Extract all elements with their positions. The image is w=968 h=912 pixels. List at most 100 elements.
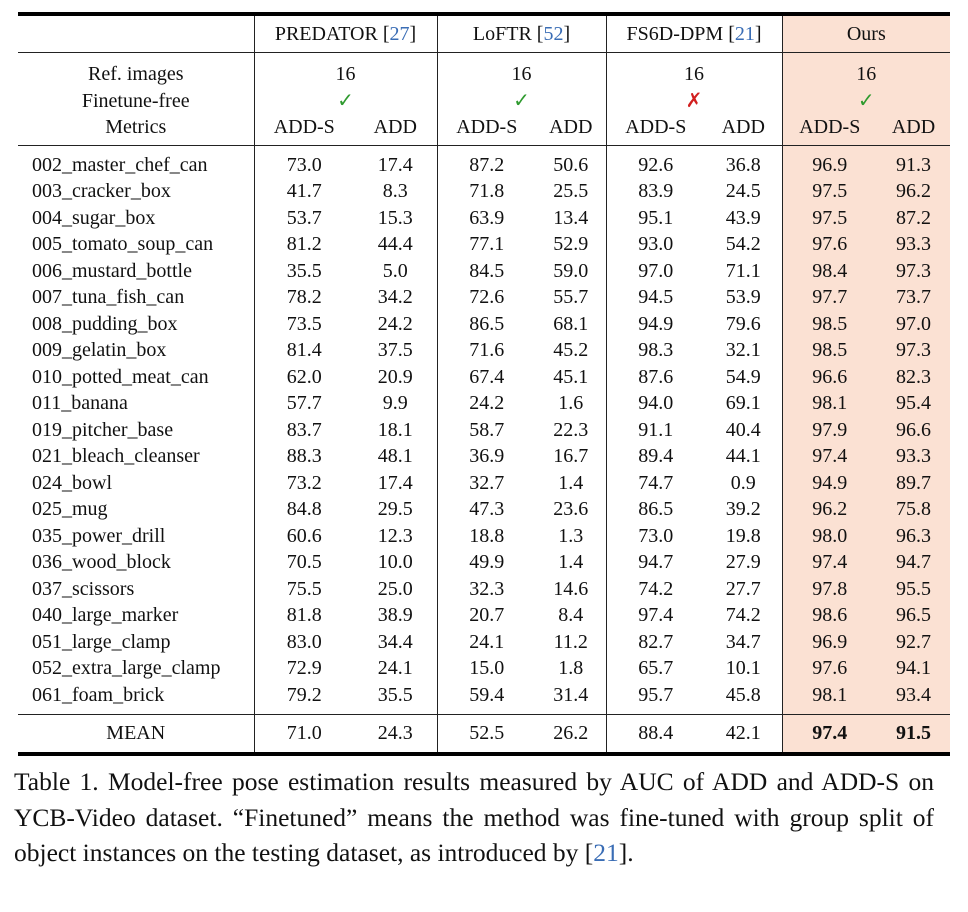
value-cell: 15.0 — [436, 655, 537, 682]
value-cell: 97.5 — [781, 178, 878, 205]
value-cell: 43.9 — [725, 206, 761, 229]
value-cell: 54.9 — [725, 365, 761, 388]
method-header-fs6d: FS6D-DPM [21] — [605, 12, 783, 53]
ref-images-value: 16 — [253, 52, 438, 88]
value-cell: 73.2 — [253, 469, 354, 496]
value-cell: 58.7 — [436, 416, 537, 443]
value-cell: 59.0 — [553, 259, 589, 282]
value-cell: 24.1 — [377, 657, 413, 679]
value-cell: 18.1 — [377, 418, 413, 441]
value-cell: 12.3 — [377, 524, 413, 547]
value-cell: 27.9 — [725, 551, 761, 573]
value-cell: 71.6 — [436, 337, 537, 364]
value-cell: 38.9 — [377, 604, 413, 626]
value-cell: 24.2 — [436, 390, 537, 417]
value-cell: 52.9 — [553, 233, 589, 255]
object-name: 011_banana — [32, 392, 128, 414]
object-name: 061_foam_brick — [18, 681, 254, 715]
table-row: 019_pitcher_base 83.7 18.1 58.7 22.3 91.1 40.4… — [18, 416, 951, 443]
table-row: 002_master_chef_can 73.0 17.4 87.2 50.6 92.6 3… — [18, 145, 951, 178]
mean-cell-best: 97.4 — [781, 714, 878, 756]
object-name: 040_large_marker — [32, 604, 179, 626]
metric-add: ADD — [354, 114, 438, 146]
value-cell: 32.7 — [436, 469, 537, 496]
value-cell: 79.2 — [253, 681, 354, 715]
value-cell: 81.2 — [253, 231, 354, 258]
value-cell: 98.1 — [781, 681, 878, 715]
value-cell: 59.4 — [436, 681, 537, 715]
value-cell: 98.3 — [605, 337, 706, 364]
value-cell: 57.7 — [253, 390, 354, 417]
value-cell: 97.0 — [605, 257, 706, 284]
value-cell: 1.8 — [558, 657, 584, 679]
value-cell: 29.5 — [377, 498, 413, 520]
value-cell: 60.6 — [253, 522, 354, 549]
value-cell: 0.9 — [730, 471, 756, 494]
table-row: 061_foam_brick 79.2 35.5 59.4 31.4 95.7 45.8 98… — [18, 681, 951, 715]
value-cell: 92.7 — [877, 628, 951, 655]
value-cell: 53.7 — [253, 204, 354, 231]
mean-cell: 52.5 — [436, 714, 537, 756]
value-cell: 25.0 — [377, 577, 413, 600]
value-cell: 96.5 — [877, 602, 951, 629]
value-cell: 81.8 — [253, 602, 354, 629]
value-cell: 23.6 — [553, 498, 589, 520]
value-cell: 98.5 — [781, 337, 878, 364]
value-cell: 83.0 — [253, 628, 354, 655]
caption-citation-link[interactable]: 21 — [593, 838, 619, 867]
value-cell: 97.9 — [781, 416, 878, 443]
value-cell: 17.4 — [377, 153, 413, 176]
table-row: 003_cracker_box 41.7 8.3 71.8 25.5 83.9 24.5 97… — [18, 178, 951, 205]
table-row: 006_mustard_bottle 35.5 5.0 84.5 59.0 97.0 71.… — [18, 257, 951, 284]
value-cell: 97.4 — [605, 602, 706, 629]
ref-images-label: Ref. images — [87, 63, 184, 85]
value-cell: 41.7 — [253, 178, 354, 205]
table-row: 011_banana 57.7 9.9 24.2 1.6 94.0 69.1 98.1 95.4 — [18, 390, 951, 417]
ref-images-value: 16 — [436, 52, 607, 88]
value-cell: 32.1 — [725, 339, 761, 361]
value-cell: 14.6 — [553, 577, 589, 600]
value-cell: 53.9 — [725, 286, 761, 308]
finetune-free-row: Finetune-free ✓ ✓ ✗ ✓ — [18, 87, 951, 114]
mean-cell: 42.1 — [705, 714, 783, 756]
object-name: 008_pudding_box — [32, 312, 178, 335]
value-cell: 13.4 — [553, 206, 589, 229]
table-row: 010_potted_meat_can 62.0 20.9 67.4 45.1 87.6 5… — [18, 363, 951, 390]
value-cell: 73.0 — [253, 145, 354, 178]
value-cell: 68.1 — [553, 312, 589, 335]
value-cell: 95.7 — [605, 681, 706, 715]
value-cell: 35.5 — [354, 681, 438, 715]
value-cell: 74.2 — [605, 575, 706, 602]
value-cell: 73.7 — [877, 284, 951, 311]
value-cell: 49.9 — [436, 549, 537, 576]
value-cell: 55.7 — [553, 286, 589, 308]
value-cell: 62.0 — [253, 363, 354, 390]
object-name: 002_master_chef_can — [32, 153, 208, 176]
value-cell: 20.7 — [436, 602, 537, 629]
value-cell: 96.6 — [781, 363, 878, 390]
metrics-row: Metrics ADD-S ADD ADD-S ADD ADD-S ADD AD… — [18, 114, 951, 146]
table-row: 008_pudding_box 73.5 24.2 86.5 68.1 94.9 79.6 9… — [18, 310, 951, 337]
value-cell: 70.5 — [253, 549, 354, 576]
value-cell: 92.6 — [605, 145, 706, 178]
value-cell: 1.3 — [558, 524, 584, 547]
value-cell: 1.4 — [558, 551, 584, 573]
mean-row: MEAN 71.0 24.3 52.5 26.2 88.4 42.1 97.4 … — [18, 714, 951, 756]
object-name: 007_tuna_fish_can — [32, 286, 185, 308]
metric-add: ADD — [705, 114, 783, 146]
value-cell: 97.4 — [781, 549, 878, 576]
value-cell: 45.1 — [553, 365, 589, 388]
value-cell: 19.8 — [725, 524, 761, 547]
value-cell: 71.8 — [436, 178, 537, 205]
value-cell: 98.5 — [781, 310, 878, 337]
value-cell: 8.3 — [382, 180, 408, 202]
value-cell: 97.8 — [781, 575, 878, 602]
ref-images-value: 16 — [781, 52, 951, 88]
value-cell: 97.0 — [877, 310, 951, 337]
value-cell: 1.6 — [558, 392, 584, 414]
value-cell: 81.4 — [253, 337, 354, 364]
check-icon: ✓ — [781, 87, 951, 114]
value-cell: 95.5 — [877, 575, 951, 602]
value-cell: 24.1 — [436, 628, 537, 655]
object-rows: 002_master_chef_can 73.0 17.4 87.2 50.6 92.6 3… — [18, 145, 951, 715]
